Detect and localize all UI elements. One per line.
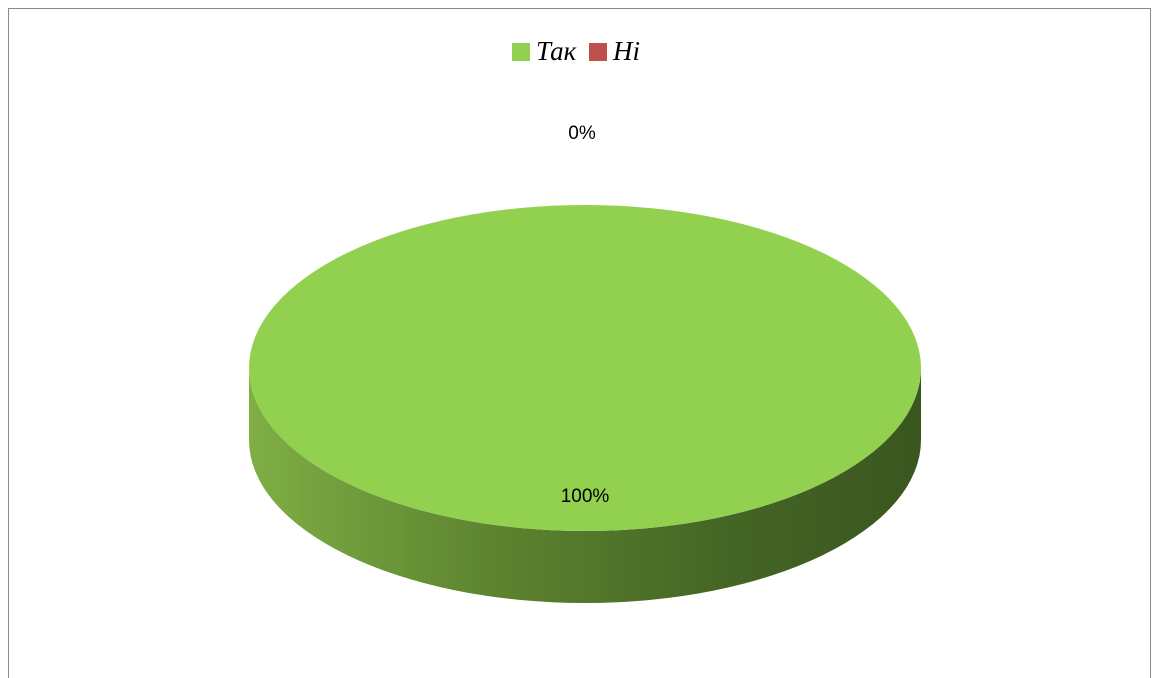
chart-legend: Так Ні (0, 36, 1152, 68)
legend-item-tak: Так (512, 36, 576, 67)
legend-label-tak: Так (536, 36, 577, 66)
legend-item-ni: Ні (588, 36, 640, 67)
legend-swatch-tak (512, 42, 531, 61)
legend-swatch-ni (588, 42, 607, 61)
data-label-ni: 0% (568, 123, 596, 144)
data-label-tak: 100% (561, 486, 610, 507)
pie-slice-tak (249, 205, 921, 531)
legend-label-ni: Ні (612, 36, 640, 66)
pie-side-wall (249, 368, 921, 603)
